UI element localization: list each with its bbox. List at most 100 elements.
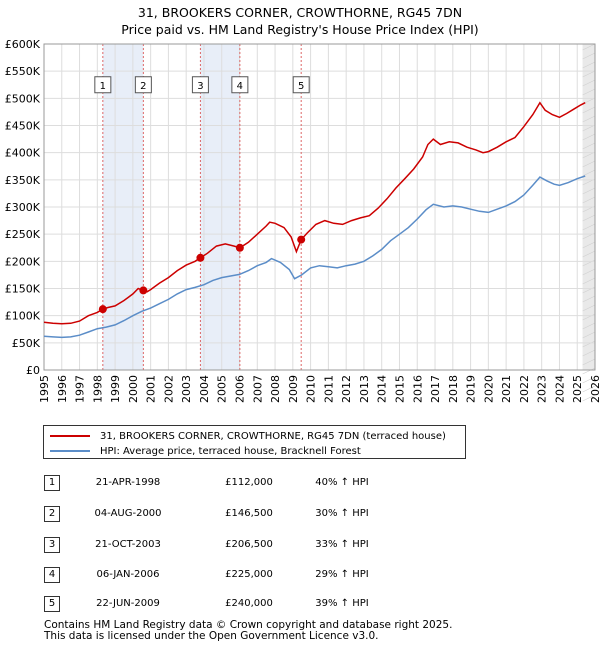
hpi-line [43, 175, 586, 339]
forecast-hatch [582, 376, 596, 384]
y-tick-label: £400K [5, 147, 41, 160]
x-tick-label: 2011 [322, 375, 335, 403]
x-tick-label: 1996 [56, 375, 69, 403]
forecast-hatch [582, 295, 596, 303]
forecast-hatch [582, 52, 596, 60]
sale-number-label: 5 [298, 81, 304, 92]
x-tick-label: 2025 [571, 375, 584, 403]
x-tick-label: 2018 [447, 375, 460, 403]
sale-point [297, 235, 306, 244]
x-tick-label: 2009 [287, 375, 300, 403]
forecast-hatch [582, 358, 596, 366]
transaction-hpi: 30% ↑ HPI [315, 508, 369, 519]
transaction-number: 3 [44, 537, 60, 553]
sale-number-box [231, 76, 249, 94]
forecast-hatch [582, 385, 596, 393]
forecast-hatch [582, 196, 596, 204]
y-tick-label: £450K [5, 120, 41, 133]
forecast-hatch [582, 394, 596, 402]
forecast-hatch [582, 133, 596, 141]
forecast-hatch [582, 313, 596, 321]
forecast-hatch [582, 115, 596, 123]
y-tick-label: £0 [26, 364, 40, 377]
x-tick-label: 1997 [74, 375, 87, 403]
transaction-date: 04-AUG-2000 [94, 508, 162, 519]
y-tick-label: £200K [5, 255, 41, 268]
y-tick-label: £350K [5, 174, 41, 187]
transaction-number: 4 [44, 567, 60, 583]
chart-title: 31, BROOKERS CORNER, CROWTHORNE, RG45 7D… [137, 5, 463, 20]
x-tick-label: 2007 [251, 375, 264, 403]
x-tick-label: 1999 [109, 375, 122, 403]
transaction-date: 06-JAN-2006 [96, 569, 160, 580]
legend-item-property: 31, BROOKERS CORNER, CROWTHORNE, RG45 7D… [50, 429, 446, 443]
forecast-hatch [582, 88, 596, 96]
forecast-hatch [582, 70, 596, 78]
chart-subtitle: Price paid vs. HM Land Registry's House … [121, 22, 479, 37]
transaction-date: 21-OCT-2003 [95, 539, 161, 550]
sale-number-box [134, 76, 152, 94]
forecast-hatch [582, 214, 596, 222]
sale-point [235, 243, 244, 252]
x-tick-label: 2010 [305, 375, 318, 403]
forecast-hatch [582, 142, 596, 150]
x-tick-label: 2004 [198, 375, 211, 403]
x-tick-label: 2021 [500, 375, 513, 403]
x-tick-label: 2017 [429, 375, 442, 403]
x-tick-label: 2024 [553, 375, 566, 403]
y-tick-label: £50K [12, 337, 41, 350]
transaction-number: 1 [44, 475, 60, 491]
sale-point [196, 253, 205, 262]
legend-label-hpi: HPI: Average price, terraced house, Brac… [100, 445, 361, 457]
forecast-hatch [582, 106, 596, 114]
sale-number-label: 4 [237, 81, 243, 92]
y-tick-label: £100K [5, 310, 41, 323]
sale-number-box [94, 76, 112, 94]
table-row: 5 22-JUN-2009 £240,000 39% ↑ HPI [44, 596, 384, 614]
price-chart: £0 £50K £100K £150K £200K £250K £300K £350K £400… [5, 38, 600, 403]
footer: Contains HM Land Registry data © Crown c… [44, 620, 452, 642]
forecast-hatch [582, 241, 596, 249]
forecast-hatch [582, 160, 596, 168]
forecast-hatch [582, 43, 596, 51]
x-tick-label: 2002 [162, 375, 175, 403]
table-row: 2 04-AUG-2000 £146,500 30% ↑ HPI [44, 506, 384, 524]
forecast-hatch [582, 322, 596, 330]
footer-copyright: Contains HM Land Registry data © Crown c… [44, 619, 453, 631]
transaction-price: £112,000 [225, 477, 273, 488]
transaction-price: £225,000 [225, 569, 273, 580]
forecast-hatch [582, 367, 596, 375]
legend-label-property: 31, BROOKERS CORNER, CROWTHORNE, RG45 7D… [100, 430, 446, 442]
forecast-hatch [582, 304, 596, 312]
x-tick-label: 2015 [393, 375, 406, 403]
transaction-hpi: 39% ↑ HPI [315, 598, 369, 609]
sale-number-box [292, 76, 310, 94]
forecast-hatch [582, 79, 596, 87]
x-tick-label: 2013 [358, 375, 371, 403]
x-tick-label: 2019 [465, 375, 478, 403]
sale-number-label: 1 [100, 81, 106, 92]
x-tick-label: 1995 [38, 375, 51, 403]
y-tick-label: £500K [5, 92, 41, 105]
legend: 31, BROOKERS CORNER, CROWTHORNE, RG45 7D… [43, 425, 466, 459]
sale-number-label: 3 [197, 81, 203, 92]
transaction-date: 22-JUN-2009 [96, 598, 160, 609]
forecast-hatch [582, 331, 596, 339]
transaction-number: 2 [44, 506, 60, 522]
legend-swatch-hpi [50, 450, 90, 452]
sale-number-label: 2 [140, 81, 146, 92]
x-tick-label: 2003 [180, 375, 193, 403]
y-tick-label: £550K [5, 65, 41, 78]
x-tick-label: 2022 [518, 375, 531, 403]
forecast-hatch [582, 268, 596, 276]
x-tick-label: 2016 [411, 375, 424, 403]
y-tick-label: £150K [5, 283, 41, 296]
x-tick-label: 2001 [145, 375, 158, 403]
transaction-hpi: 33% ↑ HPI [315, 539, 369, 550]
transaction-price: £240,000 [225, 598, 273, 609]
table-row: 4 06-JAN-2006 £225,000 29% ↑ HPI [44, 567, 384, 585]
x-tick-label: 2008 [269, 375, 282, 403]
x-tick-label: 1998 [91, 375, 104, 403]
sale-point [98, 305, 107, 314]
x-tick-label: 2005 [216, 375, 229, 403]
